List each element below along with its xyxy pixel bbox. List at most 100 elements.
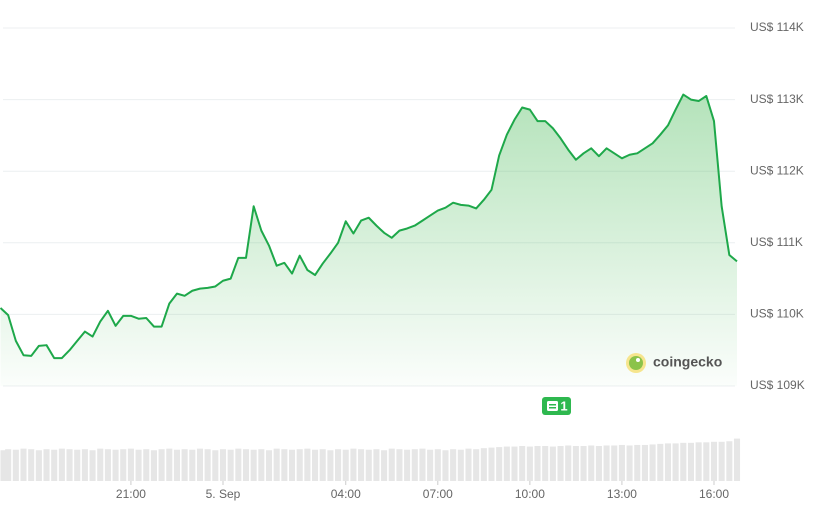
watermark: coingecko — [626, 353, 722, 373]
volume-bar — [74, 449, 81, 481]
volume-bar — [618, 444, 625, 481]
price-area — [0, 94, 737, 386]
volume-bar — [695, 442, 702, 481]
volume-bar — [365, 449, 372, 481]
volume-bar — [204, 449, 211, 481]
volume-bar — [51, 449, 58, 481]
volume-bar — [411, 449, 418, 481]
volume-bar — [557, 446, 564, 481]
volume-bar — [212, 450, 219, 481]
volume-bar — [526, 446, 533, 481]
y-tick-label: US$ 111K — [750, 235, 803, 249]
volume-bar — [519, 446, 526, 481]
annotation-icon-line — [549, 407, 556, 409]
volume-bar — [265, 450, 273, 481]
volume-bar — [549, 446, 556, 481]
volume-bar — [166, 448, 173, 481]
volume-bar — [281, 449, 288, 481]
volume-bar — [457, 449, 464, 481]
volume-bar — [358, 449, 365, 481]
volume-bar — [373, 449, 380, 481]
x-tick-label: 10:00 — [515, 487, 545, 501]
volume-bar — [641, 444, 648, 481]
volume-bar — [104, 449, 111, 481]
volume-bar — [595, 446, 602, 481]
volume-bar — [404, 449, 411, 481]
volume-bar — [680, 442, 687, 481]
volume-bar — [66, 449, 73, 481]
volume-bar — [419, 448, 426, 481]
watermark-text: coingecko — [653, 354, 722, 370]
volume-bar — [350, 448, 357, 481]
volume-bar — [603, 445, 610, 481]
volume-bar — [28, 449, 35, 481]
annotation-count: 1 — [560, 398, 567, 413]
volume-bar — [427, 449, 434, 481]
volume-bar — [273, 448, 280, 481]
volume-bar — [580, 446, 587, 481]
volume-bar — [288, 449, 296, 481]
volume-bar — [327, 450, 334, 481]
volume-bar — [342, 449, 349, 481]
volume-bar — [703, 442, 710, 481]
volume-bar — [381, 450, 388, 481]
price-line — [0, 93, 738, 360]
y-tick-label: US$ 113K — [750, 92, 804, 106]
volume-bar — [657, 443, 664, 481]
volume-bar — [304, 448, 311, 481]
volume-bar — [572, 446, 579, 481]
volume-bar — [511, 446, 518, 481]
annotation-badge[interactable]: 1 — [542, 397, 571, 415]
volume-bar — [312, 449, 319, 481]
y-tick-label: US$ 110K — [750, 307, 804, 321]
volume-bar — [534, 446, 541, 481]
volume-bar — [235, 448, 242, 481]
volume-bar — [319, 449, 326, 481]
volume-bar — [480, 448, 487, 481]
volume-bar — [12, 449, 19, 481]
volume-bar — [450, 449, 457, 481]
volume-bar — [434, 449, 441, 481]
volume-bar — [0, 450, 7, 481]
volume-bar — [143, 449, 150, 481]
volume-bar — [488, 447, 495, 481]
volume-bar — [726, 441, 733, 481]
volume-bar — [43, 449, 50, 481]
volume-bar — [611, 445, 618, 481]
volume-bar — [335, 449, 342, 481]
volume-bar — [588, 445, 595, 481]
volume-bar — [97, 448, 104, 481]
watermark-logo-eye — [636, 358, 640, 362]
volume-bar — [718, 441, 725, 481]
volume-bar — [542, 446, 549, 481]
volume-bar — [258, 449, 265, 481]
x-tick-label: 13:00 — [607, 487, 637, 501]
volume-bar — [388, 448, 395, 481]
volume-bar — [250, 449, 257, 481]
annotation-icon-line — [549, 404, 556, 406]
y-tick-label: US$ 114K — [750, 20, 804, 34]
volume-bar — [189, 449, 196, 481]
volume-bar — [219, 449, 227, 481]
volume-bar — [227, 449, 234, 481]
volume-bar — [649, 444, 656, 481]
volume-bar — [35, 450, 42, 481]
volume-bar — [396, 449, 403, 481]
volume-bar — [158, 449, 165, 481]
volume-bar — [733, 438, 741, 481]
volume-bar — [626, 445, 633, 481]
volume-bar — [664, 443, 671, 481]
plot — [0, 93, 741, 481]
volume-bar — [5, 449, 12, 481]
volume-bar — [58, 448, 65, 481]
volume-bar — [687, 442, 695, 481]
volume-bar — [442, 450, 449, 481]
x-tick-label: 5. Sep — [206, 487, 241, 501]
volume-bar — [127, 448, 134, 481]
grid: US$ 109K US$ 110K US$ 111K US$ 112K US$ 113K… — [3, 20, 805, 501]
volume-bar — [181, 449, 188, 481]
volume-bar — [242, 449, 250, 481]
volume-bar — [296, 449, 303, 481]
volume-bar — [672, 443, 679, 481]
